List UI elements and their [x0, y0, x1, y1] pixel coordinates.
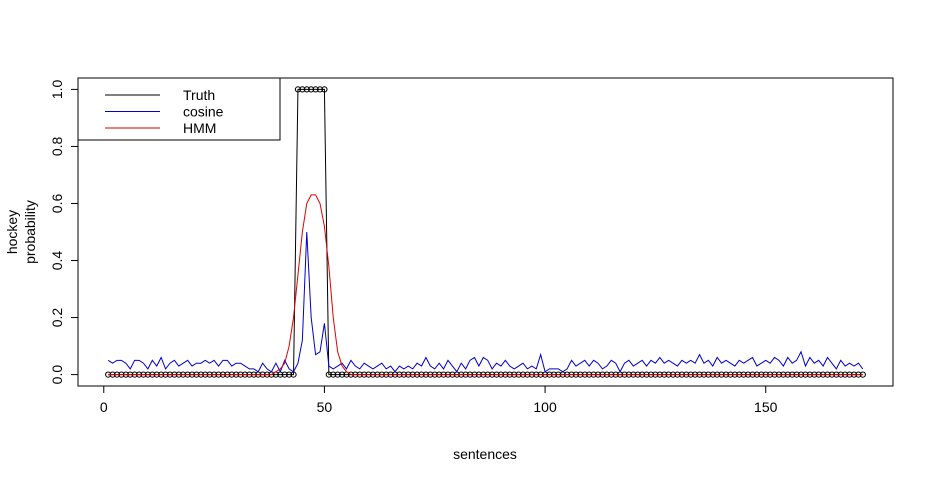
data-point	[299, 86, 306, 93]
data-point	[330, 371, 337, 378]
data-point	[334, 371, 341, 378]
y-axis-label: probability	[22, 200, 38, 264]
y-tick-label: 1.0	[49, 79, 65, 99]
y-axis-label: hockey	[4, 210, 20, 254]
x-axis-label: sentences	[453, 446, 517, 462]
data-point	[281, 371, 288, 378]
data-point	[294, 86, 302, 93]
legend-label: cosine	[183, 104, 224, 120]
y-tick-label: 0.2	[49, 308, 65, 328]
y-tick-label: 0.0	[49, 365, 65, 385]
data-point	[325, 371, 332, 378]
y-tick-label: 0.4	[49, 251, 65, 271]
series-line	[108, 194, 863, 376]
data-point	[308, 86, 315, 93]
data-point	[312, 86, 319, 93]
legend-label: HMM	[183, 120, 216, 136]
y-tick-label: 0.8	[49, 137, 65, 157]
data-point	[321, 86, 328, 93]
legend-label: Truth	[183, 87, 215, 103]
data-point	[286, 371, 293, 378]
data-point	[316, 86, 324, 93]
legend-box	[77, 77, 281, 141]
x-tick-label: 0	[100, 399, 108, 415]
x-tick-label: 150	[754, 399, 778, 415]
series-line	[107, 231, 864, 373]
x-tick-label: 50	[317, 399, 333, 415]
data-point	[303, 86, 310, 93]
y-tick-label: 0.6	[49, 194, 65, 214]
data-point	[338, 371, 346, 378]
x-tick-label: 100	[533, 399, 557, 415]
